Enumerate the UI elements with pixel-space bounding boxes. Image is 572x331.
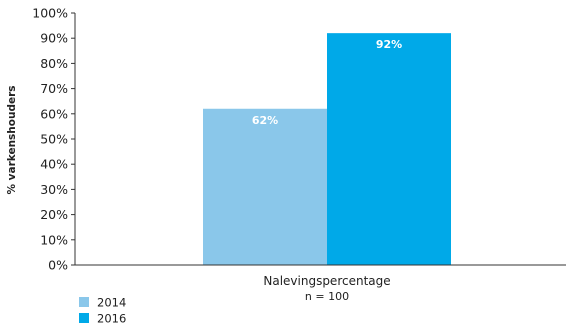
x-category-label: Nalevingspercentage xyxy=(263,274,390,288)
y-tick-label: 100% xyxy=(32,6,68,21)
bar-value-label-2014: 62% xyxy=(252,114,278,127)
y-tick-labels: 0% 10% 20% 30% 40% 50% 60% 70% 80% 90% 100% xyxy=(32,6,68,273)
y-tick-label: 40% xyxy=(40,157,68,172)
legend-swatch-2016 xyxy=(79,313,89,323)
bar-value-label-2016: 92% xyxy=(376,38,402,51)
y-axis-label: % varkenshouders xyxy=(6,85,18,194)
y-tick-label: 30% xyxy=(40,182,68,197)
y-tick-label: 90% xyxy=(40,31,68,46)
legend: 2014 2016 xyxy=(79,296,126,326)
legend-label-2014: 2014 xyxy=(97,296,126,310)
y-tick-label: 70% xyxy=(40,81,68,96)
y-tick-label: 0% xyxy=(48,258,68,273)
legend-swatch-2014 xyxy=(79,297,89,307)
y-tick-label: 20% xyxy=(40,207,68,222)
y-tick-label: 80% xyxy=(40,56,68,71)
y-tick-label: 50% xyxy=(40,132,68,147)
sample-size-note: n = 100 xyxy=(305,290,349,303)
bar-2014 xyxy=(203,108,327,265)
legend-label-2016: 2016 xyxy=(97,312,126,326)
y-tick-label: 60% xyxy=(40,106,68,121)
y-axis xyxy=(71,12,76,266)
bar-2016 xyxy=(327,33,451,265)
bars: 62% 92% xyxy=(203,33,451,265)
y-tick-label: 10% xyxy=(40,232,68,247)
